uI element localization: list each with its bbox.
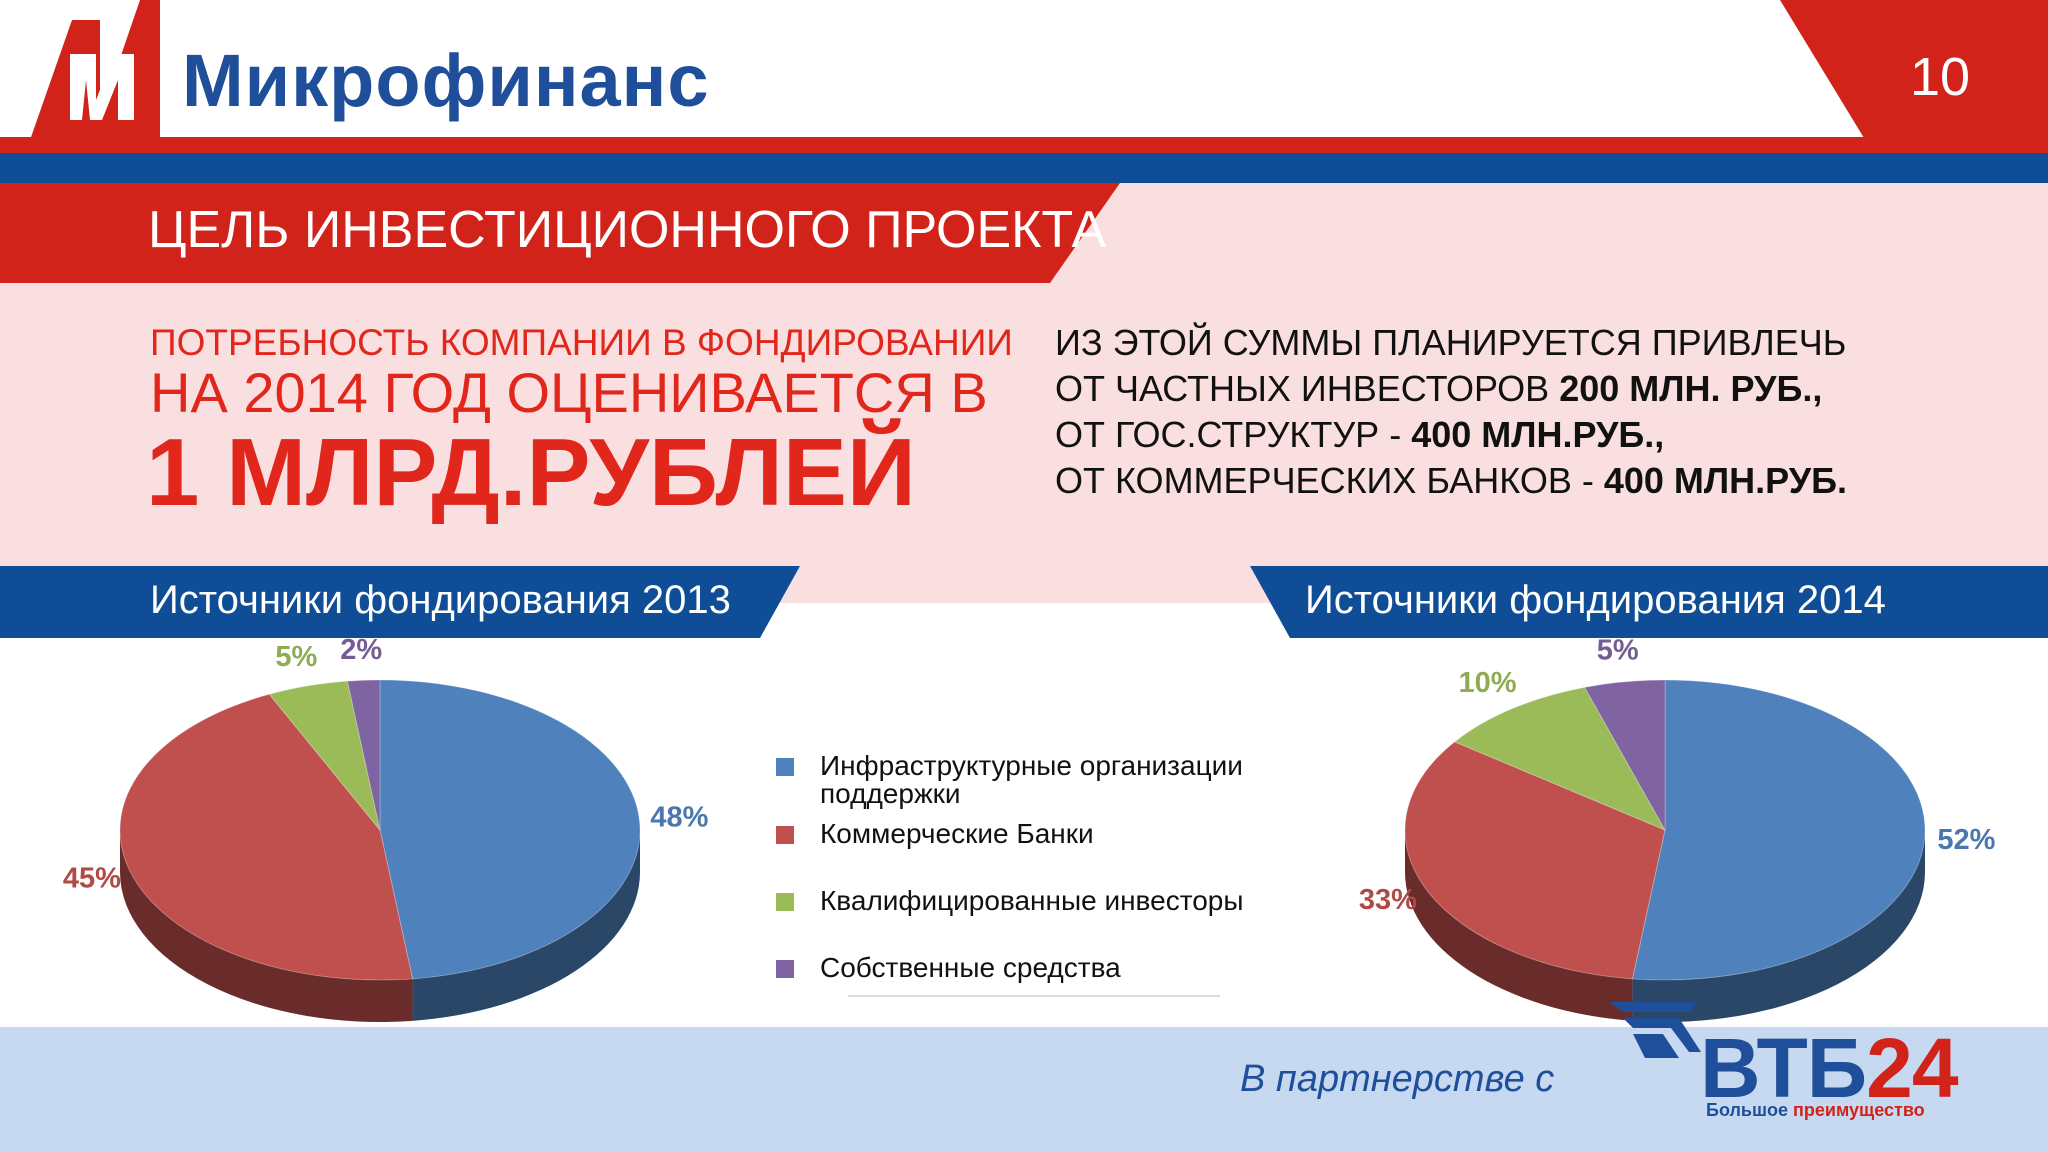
header-red-stripe bbox=[0, 137, 2048, 153]
pie-slice-1 bbox=[1631, 679, 1926, 981]
plan-line3-text: ОТ ГОС.СТРУКТУР - bbox=[1055, 414, 1412, 455]
header-blue-stripe bbox=[0, 153, 2048, 183]
legend-label: Собственные средства bbox=[820, 952, 1121, 983]
plan-line1: ИЗ ЭТОЙ СУММЫ ПЛАНИРУЕТСЯ ПРИВЛЕЧЬ bbox=[1055, 322, 1847, 363]
vtb-logo-icon bbox=[1609, 1002, 1701, 1058]
bank-name: ВТБ24 bbox=[1700, 1020, 1959, 1117]
pie-data-label: 10% bbox=[1458, 667, 1516, 699]
pie-slice-4 bbox=[1583, 679, 1666, 832]
pie-slice-4 bbox=[346, 679, 381, 831]
page-number: 10 bbox=[1909, 47, 1971, 107]
pie-slice-side bbox=[1632, 830, 1925, 1022]
pie-slice-side bbox=[412, 830, 640, 1021]
funding-need-line2: НА 2014 ГОД ОЦЕНИВАЕТСЯ В bbox=[150, 361, 988, 424]
bank-slogan-part1: Большое bbox=[1706, 1100, 1793, 1120]
legend-swatch bbox=[776, 960, 794, 978]
pie-data-label: 5% bbox=[275, 641, 317, 673]
pie-data-label: 52% bbox=[1937, 824, 1995, 856]
plan-line4-amount: 400 МЛН.РУБ. bbox=[1603, 460, 1847, 501]
plan-line2: ОТ ЧАСТНЫХ ИНВЕСТОРОВ 200 МЛН. РУБ., bbox=[1055, 368, 1822, 410]
plan-line2-text: ОТ ЧАСТНЫХ ИНВЕСТОРОВ bbox=[1055, 368, 1560, 409]
pie-slice-3 bbox=[268, 680, 381, 831]
brand-name: Микрофинанс bbox=[182, 39, 710, 122]
bank-name-vtb: ВТБ bbox=[1700, 1021, 1867, 1115]
footer-band bbox=[0, 1027, 2048, 1152]
pie-slice-3 bbox=[1453, 686, 1667, 832]
funding-need-line1: ПОТРЕБНОСТЬ КОМПАНИИ В ФОНДИРОВАНИИ bbox=[150, 322, 1013, 363]
plan-line3: ОТ ГОС.СТРУКТУР - 400 МЛН.РУБ., bbox=[1055, 414, 1664, 456]
legend-swatch bbox=[776, 758, 794, 776]
pie-slice-side bbox=[120, 830, 413, 1022]
microfinance-m-logo-icon bbox=[30, 0, 160, 140]
chart-2014-title: Источники фондирования 2014 bbox=[1305, 578, 1886, 622]
plan-line4: ОТ КОММЕРЧЕСКИХ БАНКОВ - 400 МЛН.РУБ. bbox=[1055, 460, 1847, 502]
legend-label: Коммерческие Банки bbox=[820, 818, 1094, 849]
pie-data-label: 2% bbox=[340, 634, 382, 666]
legend-label: Квалифицированные инвесторы bbox=[820, 885, 1244, 916]
pie-slice-2 bbox=[119, 693, 414, 981]
partner-text: В партнерстве с bbox=[1240, 1058, 1555, 1100]
pie-slice-1 bbox=[379, 679, 641, 980]
pie-side-walls bbox=[120, 830, 640, 1022]
legend-label: Инфраструктурные организации поддержки bbox=[820, 750, 1243, 809]
pie-data-label: 45% bbox=[63, 863, 121, 895]
pie-slice-side bbox=[1405, 830, 1633, 1021]
legend-swatch bbox=[776, 826, 794, 844]
bank-slogan-part2: преимущество bbox=[1793, 1100, 1925, 1120]
title-ribbon bbox=[0, 183, 1120, 283]
legend-swatch bbox=[776, 893, 794, 911]
funding-need-amount: 1 МЛРД.РУБЛЕЙ bbox=[146, 419, 916, 526]
section-header-2013-bg bbox=[0, 566, 800, 638]
pie-data-label: 33% bbox=[1359, 884, 1417, 916]
plan-line4-text: ОТ КОММЕРЧЕСКИХ БАНКОВ - bbox=[1055, 460, 1604, 501]
pie-chart-2014: 52% 33% 10% 5% bbox=[1359, 635, 1996, 1022]
plan-line2-amount: 200 МЛН. РУБ., bbox=[1559, 368, 1823, 409]
page-number-tab bbox=[1780, 0, 2048, 138]
pie-chart-2013: 48% 45% 5% 2% bbox=[63, 634, 709, 1022]
bank-slogan: Большое преимущество bbox=[1706, 1100, 1925, 1121]
bank-name-24: 24 bbox=[1866, 1021, 1958, 1115]
chart-2013-title: Источники фондирования 2013 bbox=[150, 578, 731, 622]
legend-divider bbox=[848, 995, 1220, 997]
pie-data-label: 5% bbox=[1597, 635, 1639, 667]
slide-title: ЦЕЛЬ ИНВЕСТИЦИОННОГО ПРОЕКТА bbox=[148, 201, 1107, 259]
pie-slice-2 bbox=[1404, 741, 1666, 980]
pie-data-label: 48% bbox=[650, 801, 708, 833]
plan-line3-amount: 400 МЛН.РУБ., bbox=[1411, 414, 1665, 455]
section-header-2014-bg bbox=[1250, 566, 2048, 638]
pie-side-walls bbox=[1405, 830, 1925, 1022]
